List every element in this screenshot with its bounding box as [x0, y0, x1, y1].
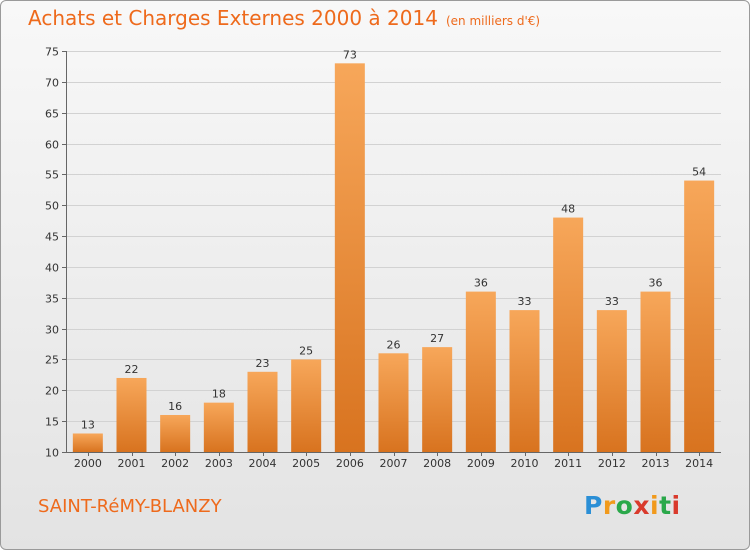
y-tick-label: 55	[45, 169, 59, 182]
x-tick-label: 2011	[554, 457, 582, 470]
x-tick-label: 2001	[118, 457, 146, 470]
logo-letter: P	[584, 491, 603, 520]
x-tick-label: 2003	[205, 457, 233, 470]
bar	[640, 291, 671, 452]
bar	[553, 217, 584, 452]
bar	[509, 310, 540, 452]
bar	[684, 180, 715, 453]
data-label: 16	[168, 400, 182, 413]
y-tick-label: 35	[45, 293, 59, 306]
y-tick-label: 40	[45, 262, 59, 275]
y-tick-label: 20	[45, 385, 59, 398]
axes	[62, 51, 721, 456]
x-tick-label: 2014	[685, 457, 713, 470]
y-tick-label: 10	[45, 447, 59, 460]
x-tick-label: 2002	[161, 457, 189, 470]
y-tick-label: 25	[45, 354, 59, 367]
x-tick-label: 2004	[249, 457, 277, 470]
logo-letter: i	[671, 491, 681, 520]
data-label: 36	[474, 277, 488, 290]
logo-letter: i	[650, 491, 660, 520]
bar	[116, 377, 147, 452]
bar	[596, 310, 627, 452]
y-tick-label: 75	[45, 46, 59, 59]
data-label: 27	[430, 332, 444, 345]
bar	[465, 291, 496, 452]
data-label: 13	[81, 418, 95, 431]
bar	[422, 347, 453, 452]
logo-letter: t	[659, 491, 672, 520]
bar	[247, 371, 278, 452]
bars	[72, 63, 715, 453]
y-tick-label: 30	[45, 324, 59, 337]
chart-subtitle: (en milliers d'€)	[445, 14, 541, 28]
x-tick-label: 2009	[467, 457, 495, 470]
bar	[160, 414, 191, 452]
bar	[72, 433, 103, 452]
x-tick-label: 2000	[74, 457, 102, 470]
x-tick-label: 2005	[292, 457, 320, 470]
tick-labels: 10 15 20 25 30 35 40 45 50 55 60 65 70 75 13 2000 22 2001…	[45, 46, 713, 471]
data-label: 33	[518, 295, 532, 308]
logo-letter: r	[602, 491, 616, 520]
bar	[334, 63, 365, 452]
data-label: 23	[256, 357, 270, 370]
data-label: 54	[692, 166, 706, 179]
data-label: 33	[605, 295, 619, 308]
chart-title: Achats et Charges Externes 2000 à 2014 (e…	[28, 6, 541, 30]
x-tick-label: 2007	[380, 457, 408, 470]
logo-letter: x	[633, 491, 650, 520]
data-label: 22	[125, 363, 139, 376]
data-label: 18	[212, 388, 226, 401]
bar	[291, 359, 322, 452]
x-tick-label: 2006	[336, 457, 364, 470]
proxiti-logo: Proxiti	[584, 491, 681, 520]
x-tick-label: 2013	[642, 457, 670, 470]
y-tick-label: 65	[45, 108, 59, 121]
data-label: 26	[387, 338, 401, 351]
y-tick-label: 50	[45, 200, 59, 213]
bar	[203, 402, 234, 452]
bar	[378, 353, 409, 452]
place-name: SAINT-RéMY-BLANZY	[38, 496, 222, 517]
data-label: 25	[299, 344, 313, 357]
data-label: 48	[561, 203, 575, 216]
x-tick-label: 2012	[598, 457, 626, 470]
logo-letter: o	[615, 491, 634, 520]
x-tick-label: 2008	[423, 457, 451, 470]
data-label: 36	[649, 277, 663, 290]
y-tick-label: 60	[45, 139, 59, 152]
data-label: 73	[343, 48, 357, 61]
y-tick-label: 45	[45, 231, 59, 244]
x-tick-label: 2010	[511, 457, 539, 470]
y-tick-label: 70	[45, 77, 59, 90]
y-tick-label: 15	[45, 416, 59, 429]
